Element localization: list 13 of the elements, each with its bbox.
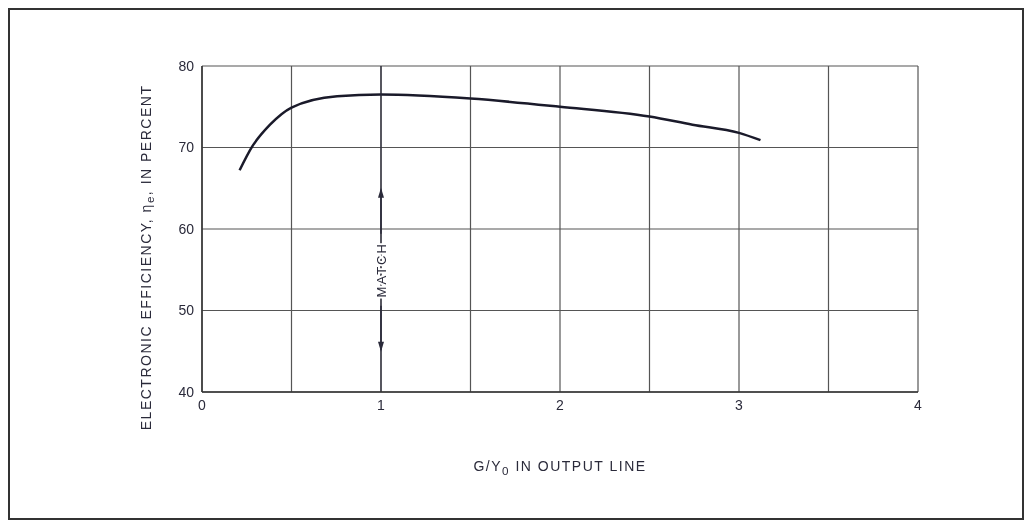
x-tick-label: 4 [914, 396, 923, 413]
line-series [238, 93, 762, 172]
y-tick-label: 50 [178, 302, 195, 319]
x-tick-label: 2 [556, 396, 565, 413]
y-tick-label: 70 [178, 139, 195, 156]
x-axis-title: G/Y$_{0}$ IN OUTPUT LINE [472, 458, 648, 477]
y-tick-label: 40 [178, 383, 195, 400]
x-tick-label: 3 [735, 396, 744, 413]
x-tick-label: 0 [198, 396, 207, 413]
y-tick-label: 80 [178, 57, 195, 74]
ref-line-label: MATCH [373, 242, 389, 298]
y-tick-label: 60 [178, 220, 195, 237]
x-tick-label: 1 [377, 396, 386, 413]
